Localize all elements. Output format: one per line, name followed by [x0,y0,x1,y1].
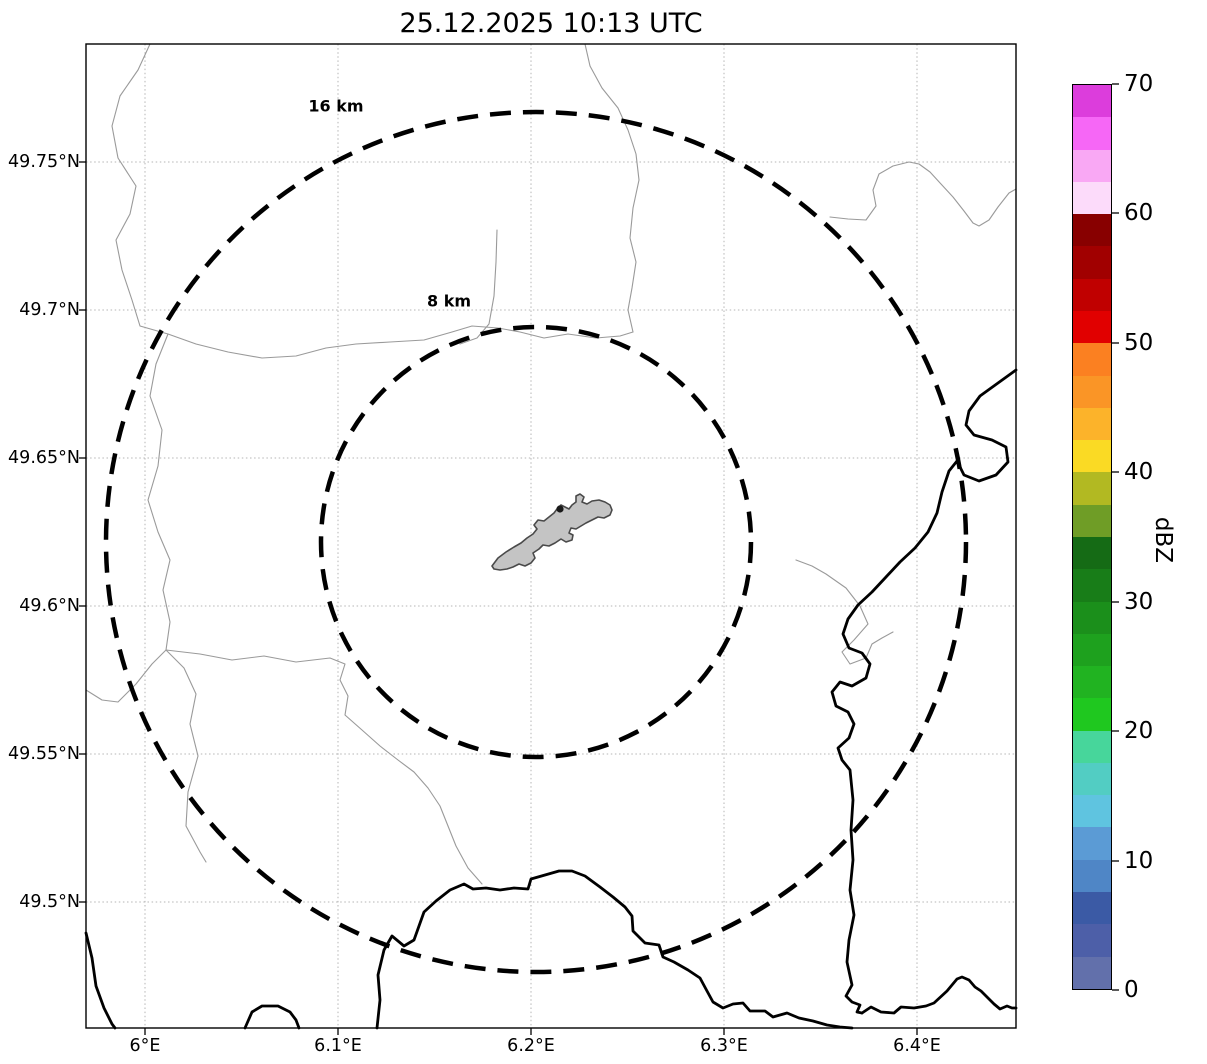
colorbar-segment [1073,762,1111,796]
grid-lines [86,44,1016,1028]
colorbar-segment [1073,407,1111,441]
colorbar-segment [1073,827,1111,860]
border-france [375,869,854,1030]
border-southeast [860,975,1018,1015]
colorbar-segment [1073,117,1111,150]
x-tick-label: 6.3°E [700,1036,748,1056]
colorbar-segment [1073,472,1111,505]
colorbar-segment [1073,698,1111,731]
plot-title: 25.12.2025 10:13 UTC [399,8,703,39]
x-tick-label: 6.4°E [893,1036,941,1056]
colorbar-segment [1073,892,1111,925]
colorbar-segment [1073,440,1111,473]
range-ring-label-8km: 8 km [426,291,472,311]
border-bump [243,1004,301,1030]
colorbar-segment [1073,278,1111,311]
colorbar-tick-label: 20 [1124,718,1154,744]
colorbar-segment [1073,859,1111,893]
river-line [584,43,640,333]
colorbar-segment [1073,343,1111,376]
river-line [85,649,167,703]
y-tick-label: 49.6°N [19,596,80,616]
y-tick-label: 49.65°N [8,448,80,468]
x-tick-label: 6.1°E [314,1036,362,1056]
boundary-line [165,649,483,885]
range-rings [103,109,969,975]
stream-line [459,229,498,345]
colorbar-tick-label: 70 [1124,71,1154,97]
colorbar-segment [1073,536,1111,570]
colorbar-tick-label: 50 [1124,330,1154,356]
colorbar-segment [1073,601,1111,634]
x-tick-label: 6.2°E [507,1036,555,1056]
colorbar-segment [1073,181,1111,215]
colorbar-segment [1073,375,1111,408]
axis-tick-marks [79,161,918,1035]
colorbar-gradient [1073,85,1111,989]
y-tick-label: 49.75°N [8,152,80,172]
stream-line [795,559,894,665]
colorbar-tick-marks [1112,83,1119,991]
colorbar-tick-label: 0 [1124,977,1139,1003]
range-ring-16km [103,109,969,975]
colorbar-tick-label: 60 [1124,200,1154,226]
major-border-lines [84,368,1018,1030]
colorbar-tick-label: 40 [1124,459,1154,485]
colorbar-tick-label: 30 [1124,589,1154,615]
airport-outline [491,493,613,571]
colorbar-tick-label: 10 [1124,848,1154,874]
colorbar-segment [1073,633,1111,667]
colorbar-axis-label: dBZ [1150,516,1176,564]
colorbar [1072,84,1112,990]
river-line [111,43,207,863]
colorbar-segment [1073,246,1111,279]
colorbar-segment [1073,924,1111,957]
colorbar-segment [1073,795,1111,828]
border-moselle [830,368,1018,1015]
range-ring-8km [318,324,754,760]
colorbar-segment [1073,956,1111,989]
colorbar-segment [1073,730,1111,763]
range-ring-label-16km: 16 km [308,96,364,116]
colorbar-segment [1073,85,1111,118]
plot-frame [85,43,1017,1029]
minor-boundary-lines [85,43,1017,885]
colorbar-segment [1073,504,1111,537]
colorbar-segment [1073,149,1111,182]
radar-site-marker [556,505,564,513]
river-line [829,161,1017,227]
y-tick-label: 49.7°N [19,300,80,320]
y-tick-label: 49.5°N [19,892,80,912]
colorbar-segment [1073,666,1111,699]
colorbar-segment [1073,214,1111,247]
colorbar-segment [1073,569,1111,602]
boundary-line [167,325,634,359]
y-tick-label: 49.55°N [8,744,80,764]
x-tick-label: 6°E [129,1036,161,1056]
border-southwest [84,931,117,1030]
colorbar-segment [1073,310,1111,344]
